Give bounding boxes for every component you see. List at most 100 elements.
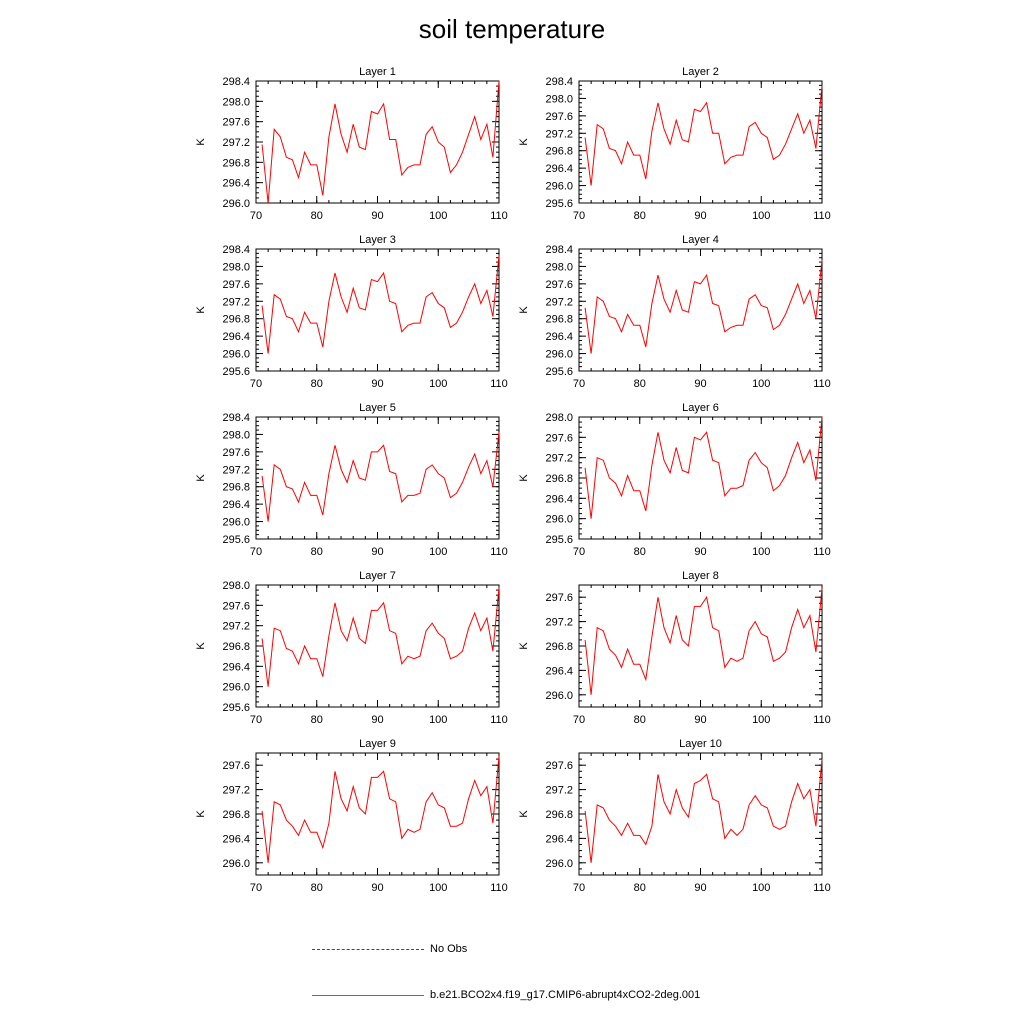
- y-tick-label: 298.0: [545, 412, 573, 424]
- y-axis-label: K: [195, 306, 207, 314]
- x-tick-label: 70: [573, 378, 585, 390]
- x-tick-label: 80: [311, 714, 323, 726]
- y-tick-label: 297.6: [222, 279, 250, 291]
- x-tick-label: 70: [573, 546, 585, 558]
- panel-layer-5: Layer 5 K 295.6 296.0 296.4 296.8 297.2 297.6 29…: [195, 402, 508, 558]
- y-tick-label: 297.6: [545, 432, 573, 444]
- y-tick-label: 296.4: [545, 665, 573, 677]
- x-tick-label: 110: [813, 210, 831, 222]
- panel-title: Layer 4: [682, 234, 719, 246]
- y-tick-label: 296.8: [545, 314, 573, 326]
- x-tick-label: 90: [371, 714, 383, 726]
- y-tick-label: 297.6: [222, 600, 250, 612]
- x-tick-label: 80: [634, 378, 646, 390]
- y-tick-label: 295.6: [545, 198, 573, 210]
- y-tick-label: 296.8: [222, 482, 250, 494]
- panel-layer-6: Layer 6 K 295.6 296.0 296.4 296.8 297.2 297.6 29…: [518, 402, 831, 558]
- y-tick-label: 298.0: [222, 580, 250, 592]
- series-line-model: [261, 432, 500, 522]
- x-tick-label: 80: [634, 546, 646, 558]
- plot-frame: [578, 80, 823, 204]
- series-line-model: [584, 759, 823, 863]
- x-tick-label: 110: [813, 546, 831, 558]
- y-tick-label: 296.8: [222, 157, 250, 169]
- x-tick-label: 90: [694, 378, 706, 390]
- y-tick-label: 297.2: [545, 296, 573, 308]
- y-tick-label: 298.4: [222, 412, 250, 424]
- panel-title: Layer 1: [359, 66, 396, 78]
- y-axis-label: K: [518, 810, 530, 818]
- x-tick-label: 90: [694, 546, 706, 558]
- y-tick-label: 298.0: [545, 261, 573, 273]
- x-tick-label: 110: [490, 546, 508, 558]
- x-tick-label: 80: [634, 714, 646, 726]
- panel-title: Layer 7: [359, 570, 396, 582]
- figure-title: soil temperature: [418, 14, 606, 44]
- legend-label-model: b.e21.BCO2x4.f19_g17.CMIP6-abrupt4xCO2-2…: [430, 989, 701, 1001]
- y-tick-label: 296.4: [222, 661, 250, 673]
- panel-layer-10: Layer 10 K 296.0 296.4 296.8 297.2 297.6 70 80 90…: [518, 738, 831, 894]
- y-tick-label: 297.2: [222, 621, 250, 633]
- y-tick-label: 297.6: [545, 279, 573, 291]
- y-axis-label: K: [518, 138, 530, 146]
- legend-line-obs: [312, 948, 424, 950]
- y-tick-label: 296.4: [222, 499, 250, 511]
- y-tick-label: 297.6: [222, 117, 250, 129]
- legend-line-model: [312, 994, 424, 996]
- panel-layer-7: Layer 7 K 295.6 296.0 296.4 296.8 297.2 297.6 29…: [195, 570, 508, 726]
- y-axis-label: K: [195, 474, 207, 482]
- x-tick-label: 100: [752, 882, 770, 894]
- y-tick-label: 297.6: [222, 447, 250, 459]
- x-tick-label: 100: [429, 882, 447, 894]
- y-tick-label: 296.8: [545, 641, 573, 653]
- y-tick-label: 296.4: [545, 331, 573, 343]
- plot-frame: [578, 752, 823, 876]
- panel-title: Layer 8: [682, 570, 719, 582]
- plot-frame: [578, 416, 823, 540]
- y-tick-label: 296.4: [545, 833, 573, 845]
- y-tick-label: 297.2: [222, 785, 250, 797]
- y-tick-label: 296.0: [545, 514, 573, 526]
- x-tick-label: 110: [490, 378, 508, 390]
- y-tick-label: 296.0: [222, 858, 250, 870]
- x-tick-label: 70: [250, 378, 262, 390]
- x-tick-label: 100: [752, 210, 770, 222]
- y-axis-label: K: [195, 642, 207, 650]
- y-tick-label: 298.4: [545, 244, 573, 256]
- series-line-model: [261, 255, 500, 354]
- y-tick-label: 296.0: [222, 198, 250, 210]
- x-tick-label: 100: [429, 210, 447, 222]
- y-tick-label: 297.2: [222, 464, 250, 476]
- y-tick-label: 298.0: [222, 429, 250, 441]
- y-tick-label: 296.0: [545, 858, 573, 870]
- y-tick-label: 298.4: [222, 244, 250, 256]
- y-tick-label: 298.4: [545, 76, 573, 88]
- x-tick-label: 70: [250, 882, 262, 894]
- panel-title: Layer 6: [682, 402, 719, 414]
- y-tick-label: 297.6: [222, 760, 250, 772]
- y-tick-label: 296.8: [222, 641, 250, 653]
- panel-title: Layer 2: [682, 66, 719, 78]
- plot-frame: [578, 584, 823, 708]
- x-tick-label: 110: [490, 882, 508, 894]
- y-tick-label: 296.8: [222, 809, 250, 821]
- x-tick-label: 80: [311, 210, 323, 222]
- plot-frame: [255, 584, 500, 708]
- x-tick-label: 80: [311, 546, 323, 558]
- x-tick-label: 100: [429, 378, 447, 390]
- x-tick-label: 100: [752, 546, 770, 558]
- panel-layer-3: Layer 3 K 295.6 296.0 296.4 296.8 297.2 297.6 29…: [195, 234, 508, 390]
- series-line-model: [584, 588, 823, 695]
- legend-entry-obs: No Obs: [312, 943, 467, 955]
- plot-frame: [255, 80, 500, 204]
- x-tick-label: 80: [634, 210, 646, 222]
- y-tick-label: 296.0: [545, 181, 573, 193]
- series-line-model: [261, 587, 500, 687]
- y-tick-label: 296.8: [545, 146, 573, 158]
- y-axis-label: K: [518, 306, 530, 314]
- x-tick-label: 80: [311, 378, 323, 390]
- panel-layer-2: Layer 2 K 295.6 296.0 296.4 296.8 297.2 297.6 29…: [518, 66, 831, 222]
- panel-layer-9: Layer 9 K 296.0 296.4 296.8 297.2 297.6 70 80 90 1…: [195, 738, 508, 894]
- y-tick-label: 296.8: [222, 314, 250, 326]
